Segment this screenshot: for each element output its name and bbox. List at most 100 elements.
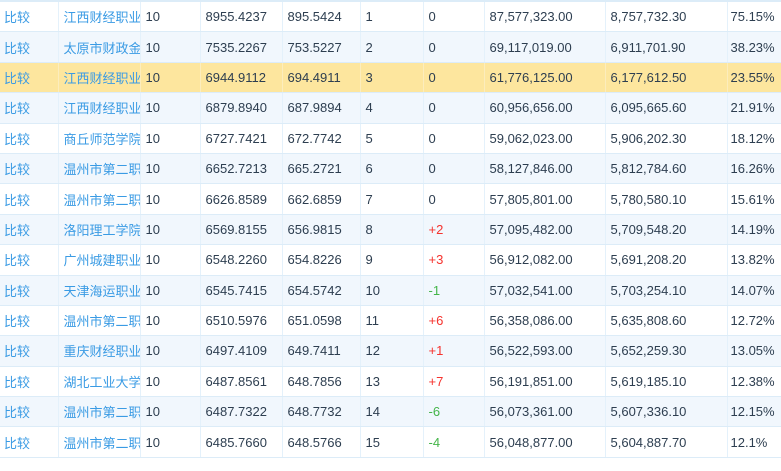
compare-link[interactable]: 比较 xyxy=(4,405,31,421)
percent-cell: 75.15% xyxy=(727,1,781,33)
compare-link[interactable]: 比较 xyxy=(4,162,31,178)
score-avg-cell: 648.7732 xyxy=(282,396,361,428)
amount-tenth-cell: 5,604,887.70 xyxy=(605,426,728,458)
table-row: 比较 温州市第二职业中专 10 6510.5976 651.0598 11 +6… xyxy=(0,305,781,337)
score-cell: 6485.7660 xyxy=(200,426,283,458)
amount-cell: 59,062,023.00 xyxy=(484,123,606,154)
institution-link[interactable]: 太原市财政金融学校 xyxy=(63,40,140,56)
count-cell: 10 xyxy=(140,214,201,246)
compare-link[interactable]: 比较 xyxy=(4,283,31,299)
rank-change-cell: -4 xyxy=(423,426,485,458)
score-avg-cell: 665.2721 xyxy=(282,153,361,185)
compare-link[interactable]: 比较 xyxy=(4,222,31,238)
rank-cell: 7 xyxy=(360,183,424,215)
table-row: 比较 江西财经职业学院 10 6944.9112 694.4911 3 0 61… xyxy=(0,62,781,94)
table-row: 比较 商丘师范学院招标 10 6727.7421 672.7742 5 0 59… xyxy=(0,123,781,154)
amount-tenth-cell: 5,635,808.60 xyxy=(605,305,728,337)
count-cell: 10 xyxy=(140,1,201,33)
count-cell: 10 xyxy=(140,275,201,306)
rank-cell: 9 xyxy=(360,244,424,276)
amount-tenth-cell: 6,911,701.90 xyxy=(605,31,728,63)
compare-link[interactable]: 比较 xyxy=(4,344,31,360)
compare-link[interactable]: 比较 xyxy=(4,192,31,208)
table-row: 比较 温州市第二职业中专 10 6652.7213 665.2721 6 0 5… xyxy=(0,153,781,185)
rank-change-cell: 0 xyxy=(423,1,485,33)
compare-link[interactable]: 比较 xyxy=(4,314,31,330)
count-cell: 10 xyxy=(140,426,201,458)
percent-cell: 21.91% xyxy=(727,92,781,124)
table-row: 比较 重庆财经职业学院 10 6497.4109 649.7411 12 +1 … xyxy=(0,335,781,367)
score-cell: 6497.4109 xyxy=(200,335,283,367)
rank-cell: 8 xyxy=(360,214,424,246)
percent-cell: 14.19% xyxy=(727,214,781,246)
institution-link[interactable]: 湖北工业大学职业 xyxy=(63,374,140,390)
table-row: 比较 江西财经职业学院 10 8955.4237 895.5424 1 0 87… xyxy=(0,1,781,33)
count-cell: 10 xyxy=(140,305,201,337)
institution-link[interactable]: 温州市第二职业中专 xyxy=(63,162,140,178)
percent-cell: 12.38% xyxy=(727,366,781,398)
amount-tenth-cell: 5,691,208.20 xyxy=(605,244,728,276)
amount-tenth-cell: 5,607,336.10 xyxy=(605,396,728,428)
amount-cell: 57,805,801.00 xyxy=(484,183,606,215)
percent-cell: 23.55% xyxy=(727,62,781,94)
compare-link[interactable]: 比较 xyxy=(4,374,31,390)
institution-link[interactable]: 商丘师范学院招标 xyxy=(63,131,140,147)
institution-link[interactable]: 洛阳理工学院附属 xyxy=(63,222,140,238)
count-cell: 10 xyxy=(140,244,201,276)
compare-link[interactable]: 比较 xyxy=(4,10,31,26)
score-avg-cell: 649.7411 xyxy=(282,335,361,367)
amount-tenth-cell: 5,709,548.20 xyxy=(605,214,728,246)
institution-link[interactable]: 江西财经职业学院 xyxy=(63,10,140,26)
institution-link[interactable]: 重庆财经职业学院 xyxy=(63,344,140,360)
count-cell: 10 xyxy=(140,335,201,367)
amount-cell: 56,191,851.00 xyxy=(484,366,606,398)
count-cell: 10 xyxy=(140,123,201,154)
score-avg-cell: 654.8226 xyxy=(282,244,361,276)
amount-tenth-cell: 5,619,185.10 xyxy=(605,366,728,398)
score-avg-cell: 648.5766 xyxy=(282,426,361,458)
rank-cell: 6 xyxy=(360,153,424,185)
rank-change-cell: +1 xyxy=(423,335,485,367)
score-cell: 6652.7213 xyxy=(200,153,283,185)
amount-tenth-cell: 5,906,202.30 xyxy=(605,123,728,154)
compare-link[interactable]: 比较 xyxy=(4,435,31,451)
score-cell: 6626.8589 xyxy=(200,183,283,215)
count-cell: 10 xyxy=(140,92,201,124)
amount-cell: 69,117,019.00 xyxy=(484,31,606,63)
rank-change-cell: 0 xyxy=(423,31,485,63)
rank-cell: 11 xyxy=(360,305,424,337)
institution-link[interactable]: 天津海运职业学院 xyxy=(63,283,140,299)
rank-cell: 15 xyxy=(360,426,424,458)
count-cell: 10 xyxy=(140,31,201,63)
table-body: 比较 江西财经职业学院 10 8955.4237 895.5424 1 0 87… xyxy=(0,1,781,458)
institution-link[interactable]: 温州市第二职业中专 xyxy=(63,314,140,330)
institution-link[interactable]: 温州市第二职业中专 xyxy=(63,435,140,451)
score-avg-cell: 753.5227 xyxy=(282,31,361,63)
score-cell: 8955.4237 xyxy=(200,1,283,33)
compare-link[interactable]: 比较 xyxy=(4,40,31,56)
score-cell: 6944.9112 xyxy=(200,62,283,94)
institution-link[interactable]: 江西财经职业学院 xyxy=(63,70,140,86)
score-cell: 6879.8940 xyxy=(200,92,283,124)
amount-cell: 56,912,082.00 xyxy=(484,244,606,276)
score-avg-cell: 651.0598 xyxy=(282,305,361,337)
institution-link[interactable]: 温州市第二职业中专 xyxy=(63,405,140,421)
compare-link[interactable]: 比较 xyxy=(4,131,31,147)
amount-cell: 56,073,361.00 xyxy=(484,396,606,428)
amount-cell: 87,577,323.00 xyxy=(484,1,606,33)
score-avg-cell: 654.5742 xyxy=(282,275,361,306)
count-cell: 10 xyxy=(140,183,201,215)
table-row: 比较 湖北工业大学职业 10 6487.8561 648.7856 13 +7 … xyxy=(0,366,781,398)
compare-link[interactable]: 比较 xyxy=(4,70,31,86)
rank-cell: 10 xyxy=(360,275,424,306)
percent-cell: 12.15% xyxy=(727,396,781,428)
institution-link[interactable]: 广州城建职业学院 xyxy=(63,253,140,269)
institution-link[interactable]: 江西财经职业学院 xyxy=(63,101,140,117)
percent-cell: 12.72% xyxy=(727,305,781,337)
compare-link[interactable]: 比较 xyxy=(4,101,31,117)
institution-link[interactable]: 温州市第二职业中专 xyxy=(63,192,140,208)
percent-cell: 38.23% xyxy=(727,31,781,63)
compare-link[interactable]: 比较 xyxy=(4,253,31,269)
count-cell: 10 xyxy=(140,366,201,398)
